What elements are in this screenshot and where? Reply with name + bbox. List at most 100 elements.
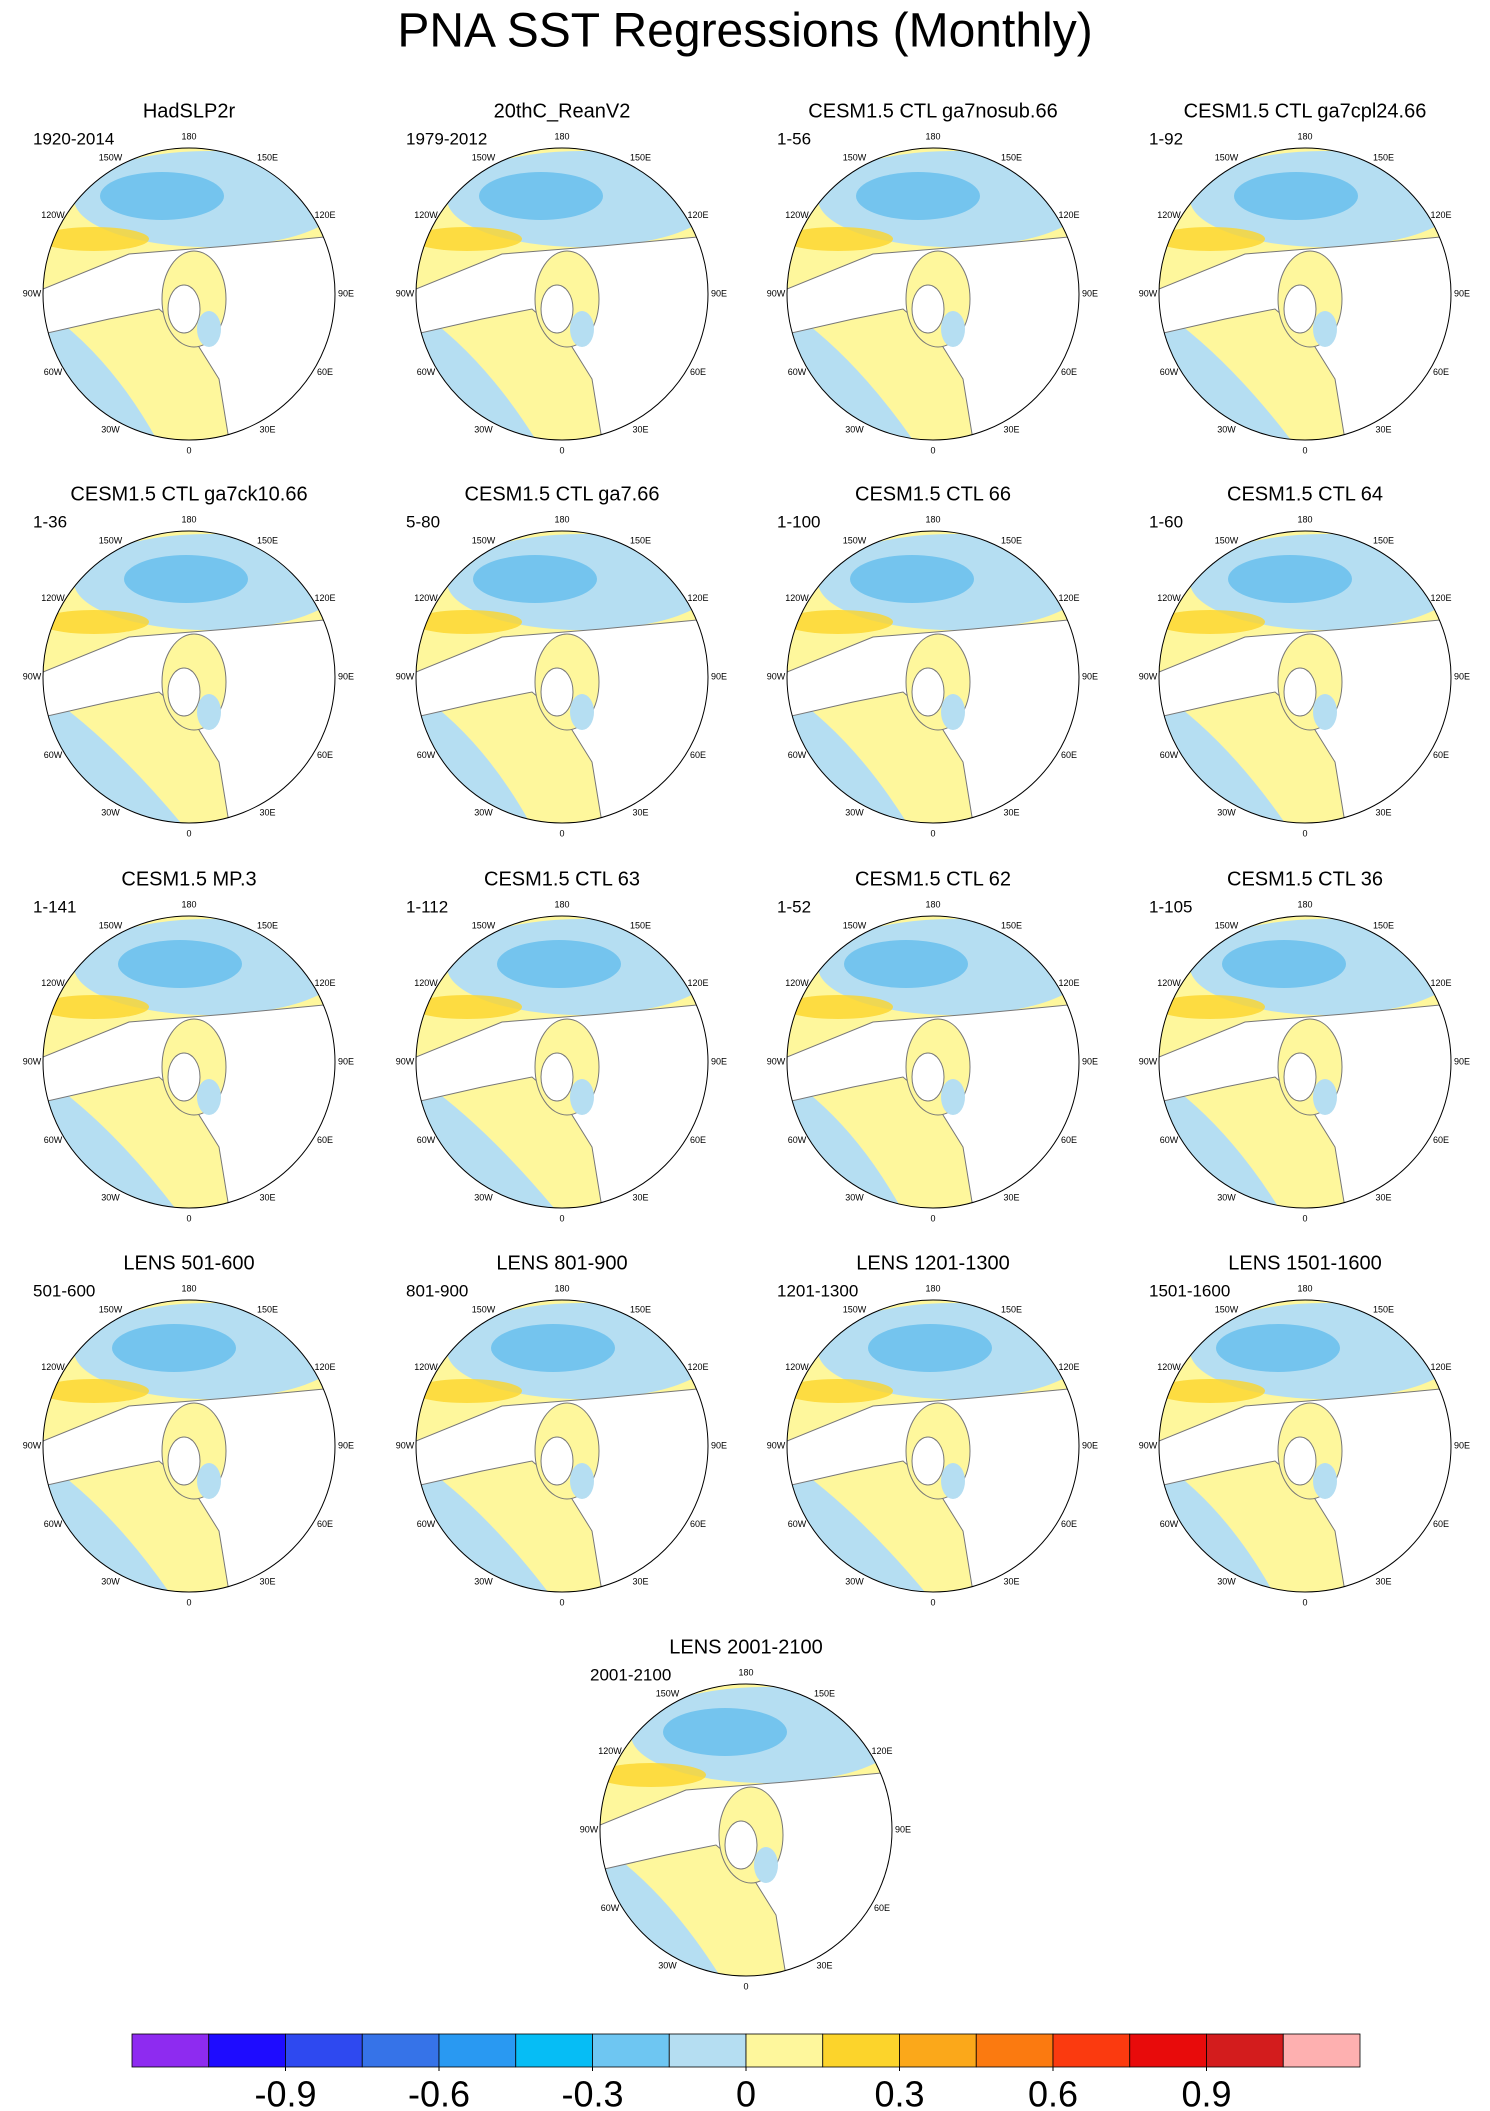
greenland [1283,1436,1317,1486]
longitude-label: 60W [44,1519,63,1529]
map-border [1158,1299,1452,1593]
anomaly-blue [850,555,974,603]
colorbar-label: 0.6 [1028,2074,1078,2111]
longitude-label: 60E [317,1135,333,1145]
map-panel: LENS 2001-2100 2001-2100 180 150E 120E 90E 60E… [580,1636,911,1991]
longitude-label: 60W [417,750,436,760]
map [416,531,708,823]
panel-period: 1501-1600 [1149,1281,1230,1300]
longitude-label: 90E [711,1056,727,1066]
colorbar-box [745,2033,824,2068]
longitude-label: 120W [1157,210,1181,220]
longitude-label: 60W [417,1135,436,1145]
map-panel: CESM1.5 CTL ga7.66 5-80 180 150E 120E 90E 60E 3… [396,483,727,838]
greenland [1283,667,1317,717]
longitude-label: 120W [1157,1362,1181,1372]
longitude-label: 0 [1302,445,1307,455]
anomaly-light-blue [1313,694,1337,730]
longitude-label: 60E [690,1135,706,1145]
longitude-label: 60E [690,750,706,760]
longitude-label: 180 [181,514,196,524]
map-border [415,915,709,1209]
longitude-label: 60E [690,367,706,377]
map-border [599,1683,893,1977]
longitude-label: 60W [44,1135,63,1145]
panel-title: 20thC_ReanV2 [494,100,631,122]
land [416,1003,708,1208]
colorbar-box [822,2033,900,2068]
map-panel: LENS 501-600 501-600 180 150E 120E 90E 60E 30E 0… [23,1252,354,1607]
longitude-label: 120W [41,210,65,220]
longitude-label: 60E [317,750,333,760]
longitude-label: 60E [1433,1519,1449,1529]
map-panel: CESM1.5 CTL 36 1-105 180 150E 120E 90E 60E 30E 0… [1139,868,1470,1223]
longitude-label: 180 [554,131,569,141]
longitude-label: 90W [767,1056,786,1066]
greenland [540,1052,574,1102]
map-border [1158,147,1452,441]
anomaly-light-blue [941,1463,965,1499]
longitude-label: 150W [99,535,123,545]
anomaly-blue [112,1324,236,1372]
longitude-label: 90W [23,1440,42,1450]
longitude-label: 90W [1139,1440,1158,1450]
longitude-label: 0 [559,1213,564,1223]
colorbar-box [1206,2033,1284,2068]
land [787,618,1079,823]
anomaly-orange [787,995,893,1019]
longitude-label: 180 [738,1667,753,1677]
colorbar-box [1282,2033,1361,2068]
longitude-label: 90W [396,1440,415,1450]
longitude-label: 30W [845,807,864,817]
map-border [42,530,336,824]
longitude-label: 150E [630,152,651,162]
anomaly-blue [1234,172,1358,220]
colorbar-box [515,2033,593,2068]
longitude-label: 0 [186,828,191,838]
longitude-label: 30E [259,1192,275,1202]
longitude-label: 0 [186,1597,191,1607]
greenland [1283,1052,1317,1102]
longitude-label: 150E [1001,535,1022,545]
longitude-label: 120E [687,1362,708,1372]
map-panel: LENS 1501-1600 1501-1600 180 150E 120E 90E 60E… [1139,1252,1470,1607]
longitude-label: 30E [1375,424,1391,434]
longitude-label: 120E [687,210,708,220]
longitude-label: 120W [1157,978,1181,988]
longitude-label: 180 [554,1283,569,1293]
longitude-label: 60E [1061,367,1077,377]
longitude-label: 150W [472,535,496,545]
panel-period: 1201-1300 [777,1281,858,1300]
longitude-label: 120W [785,210,809,220]
longitude-label: 90E [1082,1056,1098,1066]
map-border [786,530,1080,824]
map-panel: LENS 1201-1300 1201-1300 180 150E 120E 90E 60E… [767,1252,1098,1607]
longitude-label: 180 [181,899,196,909]
anomaly-light-blue [197,1079,221,1115]
greenland [540,667,574,717]
longitude-label: 150E [1373,535,1394,545]
greenland [540,1436,574,1486]
colorbar: -0.9 -0.6 -0.3 0 0.3 0.6 0.9 [131,2033,1361,2111]
longitude-label: 30E [1003,807,1019,817]
longitude-label: 30E [259,1576,275,1586]
longitude-label: 0 [930,828,935,838]
panel-title: HadSLP2r [143,100,236,122]
anomaly-light-blue [197,311,221,347]
map [43,1300,335,1592]
greenland [167,667,201,717]
map-border [415,1299,709,1593]
longitude-label: 30W [101,807,120,817]
colorbar-box [975,2033,1054,2068]
anomaly-blue [856,172,980,220]
longitude-label: 60E [1433,1135,1449,1145]
longitude-label: 0 [1302,1597,1307,1607]
map-border [415,530,709,824]
panel-title: LENS 2001-2100 [669,1636,822,1658]
longitude-label: 150W [1215,535,1239,545]
longitude-label: 90E [711,288,727,298]
anomaly-orange [787,227,893,251]
anomaly-orange [43,1379,149,1403]
longitude-label: 150W [1215,920,1239,930]
panel-period: 2001-2100 [590,1665,671,1684]
